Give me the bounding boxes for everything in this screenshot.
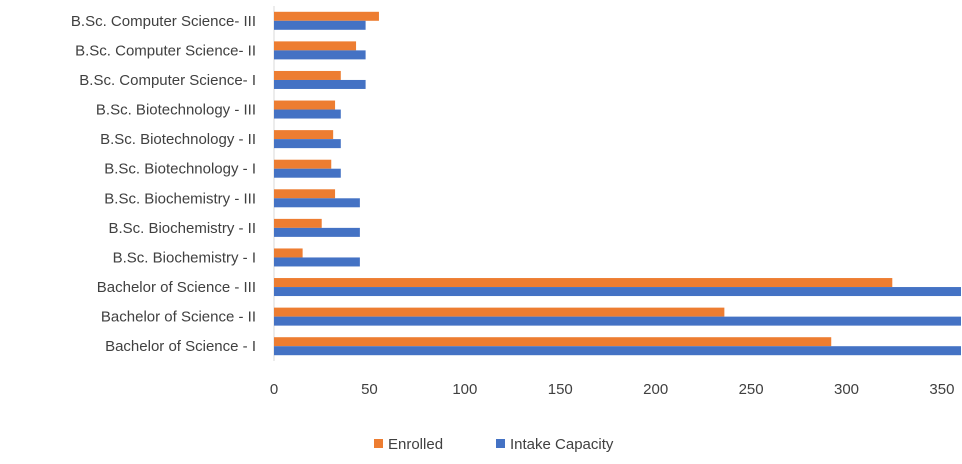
- bar-intake-capacity: [274, 316, 961, 326]
- bar-intake-capacity: [274, 227, 360, 237]
- bar-intake-capacity: [274, 168, 341, 178]
- bar-enrolled: [274, 130, 334, 140]
- x-tick-label: 200: [643, 381, 668, 398]
- x-tick-label: 250: [739, 381, 764, 398]
- bar-intake-capacity: [274, 257, 360, 267]
- category-label: B.Sc. Biotechnology - II: [100, 131, 256, 148]
- category-label: B.Sc. Biotechnology - III: [96, 102, 256, 119]
- category-label: B.Sc. Computer Science- I: [79, 72, 256, 89]
- category-label: B.Sc. Biochemistry - I: [113, 249, 256, 266]
- bar-enrolled: [274, 159, 332, 169]
- x-tick-label: 50: [361, 381, 378, 398]
- category-label: B.Sc. Computer Science- III: [71, 13, 256, 30]
- legend-swatch-intake-capacity: [496, 439, 505, 448]
- bar-enrolled: [274, 100, 336, 110]
- x-tick-label: 100: [452, 381, 477, 398]
- category-label: B.Sc. Biochemistry - II: [108, 220, 256, 237]
- bar-enrolled: [274, 70, 341, 80]
- bar-intake-capacity: [274, 346, 961, 356]
- category-label: Bachelor of Science - II: [101, 309, 256, 326]
- legend-label-enrolled: Enrolled: [388, 436, 443, 453]
- x-tick-label: 300: [834, 381, 859, 398]
- bar-enrolled: [274, 218, 322, 228]
- category-label: Bachelor of Science - I: [105, 338, 256, 355]
- bar-enrolled: [274, 248, 303, 258]
- bar-enrolled: [274, 189, 336, 199]
- bar-enrolled: [274, 11, 379, 21]
- x-tick-label: 0: [270, 381, 278, 398]
- bar-intake-capacity: [274, 198, 360, 208]
- category-label: B.Sc. Biochemistry - III: [104, 190, 256, 207]
- bar-intake-capacity: [274, 20, 366, 30]
- bar-enrolled: [274, 278, 893, 288]
- bar-enrolled: [274, 41, 357, 51]
- x-tick-label: 150: [548, 381, 573, 398]
- x-tick-label: 350: [929, 381, 954, 398]
- bar-intake-capacity: [274, 109, 341, 119]
- legend-swatch-enrolled: [374, 439, 383, 448]
- bar-intake-capacity: [274, 139, 341, 149]
- bar-intake-capacity: [274, 287, 961, 297]
- category-label: B.Sc. Biotechnology - I: [104, 161, 256, 178]
- bar-enrolled: [274, 337, 832, 347]
- bar-intake-capacity: [274, 50, 366, 60]
- legend-label-intake-capacity: Intake Capacity: [510, 436, 614, 453]
- category-label: B.Sc. Computer Science- II: [75, 42, 256, 59]
- bar-enrolled: [274, 307, 725, 317]
- bar-intake-capacity: [274, 79, 366, 89]
- category-label: Bachelor of Science - III: [97, 279, 256, 296]
